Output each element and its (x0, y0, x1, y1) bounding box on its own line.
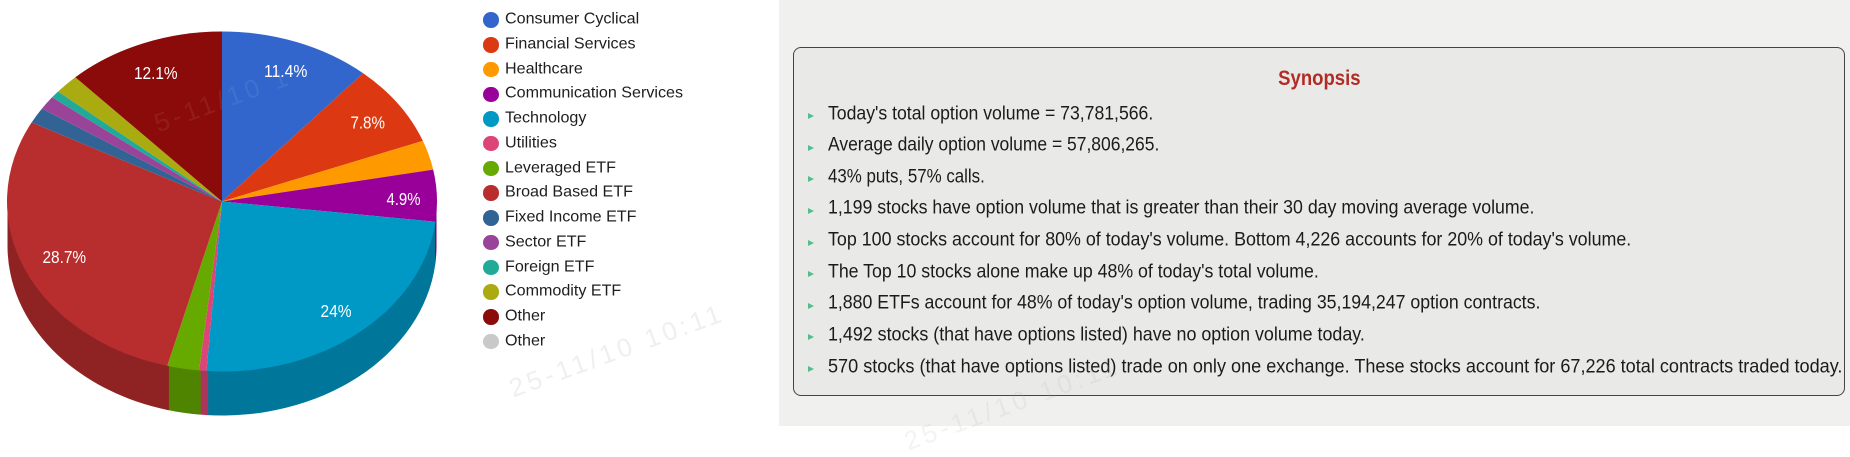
svg-text:7.8%: 7.8% (350, 113, 385, 133)
svg-text:12.1%: 12.1% (134, 63, 178, 83)
svg-text:4.9%: 4.9% (387, 189, 421, 209)
svg-text:28.7%: 28.7% (42, 247, 86, 267)
svg-text:11.4%: 11.4% (264, 61, 308, 81)
svg-text:24%: 24% (321, 301, 352, 321)
